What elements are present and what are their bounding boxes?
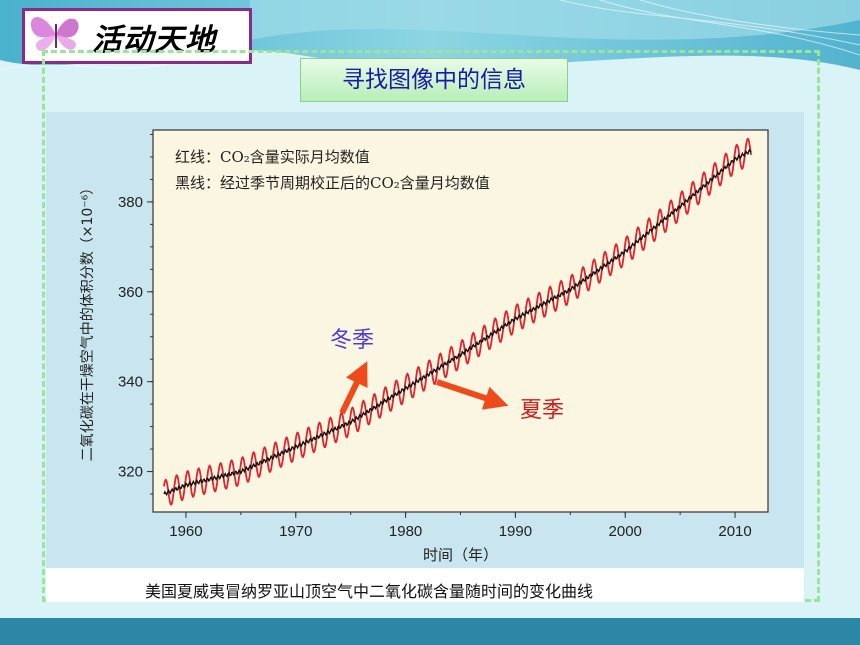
x-tick-label: 2000 <box>609 523 642 540</box>
y-tick-label: 380 <box>118 194 143 211</box>
winter-label: 冬季 <box>330 328 375 353</box>
figure-panel: 1960 1970 1980 1990 2000 2010 320 340 360 380 时间（年… <box>46 112 804 568</box>
butterfly-icon <box>30 17 79 51</box>
series-black-line <box>163 148 752 497</box>
x-tick-label: 1980 <box>389 523 422 540</box>
x-tick-label: 1990 <box>499 523 532 540</box>
legend-entry: 红线：CO₂含量实际月均数值 <box>175 148 370 166</box>
y-tick-label: 360 <box>118 284 143 301</box>
y-tick-label: 340 <box>118 374 143 391</box>
winter-arrow <box>339 361 368 415</box>
figure-caption: 美国夏威夷冒纳罗亚山顶空气中二氧化碳含量随时间的变化曲线 <box>145 582 594 601</box>
plot-area <box>152 129 769 513</box>
x-tick-label: 1970 <box>279 523 312 540</box>
x-tick-label: 1960 <box>169 523 202 540</box>
y-axis-label: 二氧化碳在干燥空气中的体积分数（×10⁻⁶） <box>80 181 96 462</box>
caption-bar <box>46 568 804 602</box>
slide-subtitle: 寻找图像中的信息 <box>300 58 568 102</box>
y-tick-label: 320 <box>118 464 143 481</box>
legend-entry: 黑线：经过季节周期校正后的CO₂含量月均数值 <box>175 174 490 192</box>
x-axis-label: 时间（年） <box>423 546 498 564</box>
co2-chart: 1960 1970 1980 1990 2000 2010 320 340 360 380 时间（年… <box>80 129 769 564</box>
x-tick-label: 2010 <box>718 523 751 540</box>
summer-label: 夏季 <box>520 398 565 423</box>
summer-arrow <box>436 379 509 410</box>
